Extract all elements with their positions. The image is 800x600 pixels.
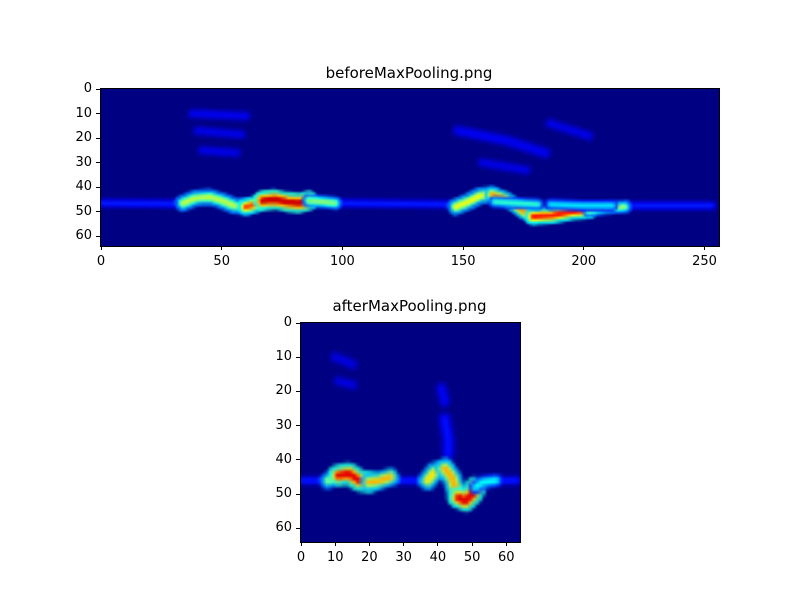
x-tick-label: 30: [395, 550, 412, 565]
x-tick-label: 100: [329, 254, 355, 269]
y-tick-label: 20: [75, 130, 92, 146]
y-tick-mark: [296, 356, 300, 358]
x-tick-mark: [403, 542, 405, 546]
x-tick-mark: [334, 542, 336, 546]
x-tick-mark: [341, 246, 343, 250]
x-tick-label: 0: [96, 254, 106, 269]
chart-title-after-maxpooling: afterMaxPooling.png: [332, 297, 487, 315]
y-tick-mark: [296, 527, 300, 529]
y-tick-label: 40: [275, 451, 292, 467]
x-tick-mark: [300, 542, 302, 546]
y-tick-mark: [296, 390, 300, 392]
y-tick-mark: [96, 211, 100, 213]
heatmap-image-after-maxpooling: [301, 323, 520, 542]
y-tick-mark: [296, 459, 300, 461]
y-tick-label: 0: [83, 81, 92, 96]
x-tick-mark: [583, 246, 585, 250]
y-tick-label: 50: [275, 486, 292, 502]
axes-after-maxpooling: 0 10 20 30 40 50 60 0 10 20 30 40 50 60: [275, 315, 521, 565]
x-tick-mark: [462, 246, 464, 250]
y-tick-mark: [96, 186, 100, 188]
axes-before-maxpooling: 0 50 100 150 200 250 0 10 20 30 40 50 60: [75, 81, 720, 269]
y-tick-label: 10: [275, 349, 292, 365]
y-tick-label: 30: [75, 154, 92, 170]
y-tick-label: 20: [275, 383, 292, 399]
x-tick-label: 10: [326, 550, 344, 565]
x-tick-mark: [437, 542, 439, 546]
x-tick-label: 0: [296, 550, 306, 565]
y-tick-label: 60: [275, 520, 292, 536]
x-tick-mark: [100, 246, 102, 250]
x-tick-label: 60: [498, 550, 515, 565]
y-tick-mark: [96, 235, 100, 237]
y-tick-mark: [96, 137, 100, 139]
y-tick-label: 40: [75, 179, 92, 195]
y-tick-mark: [96, 88, 100, 90]
x-tick-label: 150: [450, 254, 476, 269]
x-tick-label: 250: [692, 254, 717, 269]
y-tick-mark: [296, 493, 300, 495]
x-tick-mark: [704, 246, 706, 250]
heatmap-image-before-maxpooling: [101, 89, 719, 246]
y-tick-mark: [296, 322, 300, 324]
y-tick-mark: [96, 162, 100, 164]
x-tick-label: 50: [463, 550, 481, 565]
y-tick-mark: [96, 113, 100, 115]
y-tick-label: 60: [75, 228, 92, 244]
x-tick-label: 40: [429, 550, 447, 565]
x-tick-mark: [221, 246, 223, 250]
x-tick-mark: [505, 542, 507, 546]
y-tick-label: 10: [75, 105, 92, 121]
y-tick-label: 0: [283, 315, 292, 330]
x-tick-label: 50: [213, 254, 230, 269]
chart-title-before-maxpooling: beforeMaxPooling.png: [325, 64, 493, 82]
y-tick-label: 30: [275, 417, 292, 433]
x-tick-label: 200: [571, 254, 597, 269]
x-tick-mark: [368, 542, 370, 546]
x-tick-label: 20: [361, 550, 378, 565]
y-tick-mark: [296, 425, 300, 427]
x-tick-mark: [471, 542, 473, 546]
y-tick-label: 50: [75, 203, 92, 219]
